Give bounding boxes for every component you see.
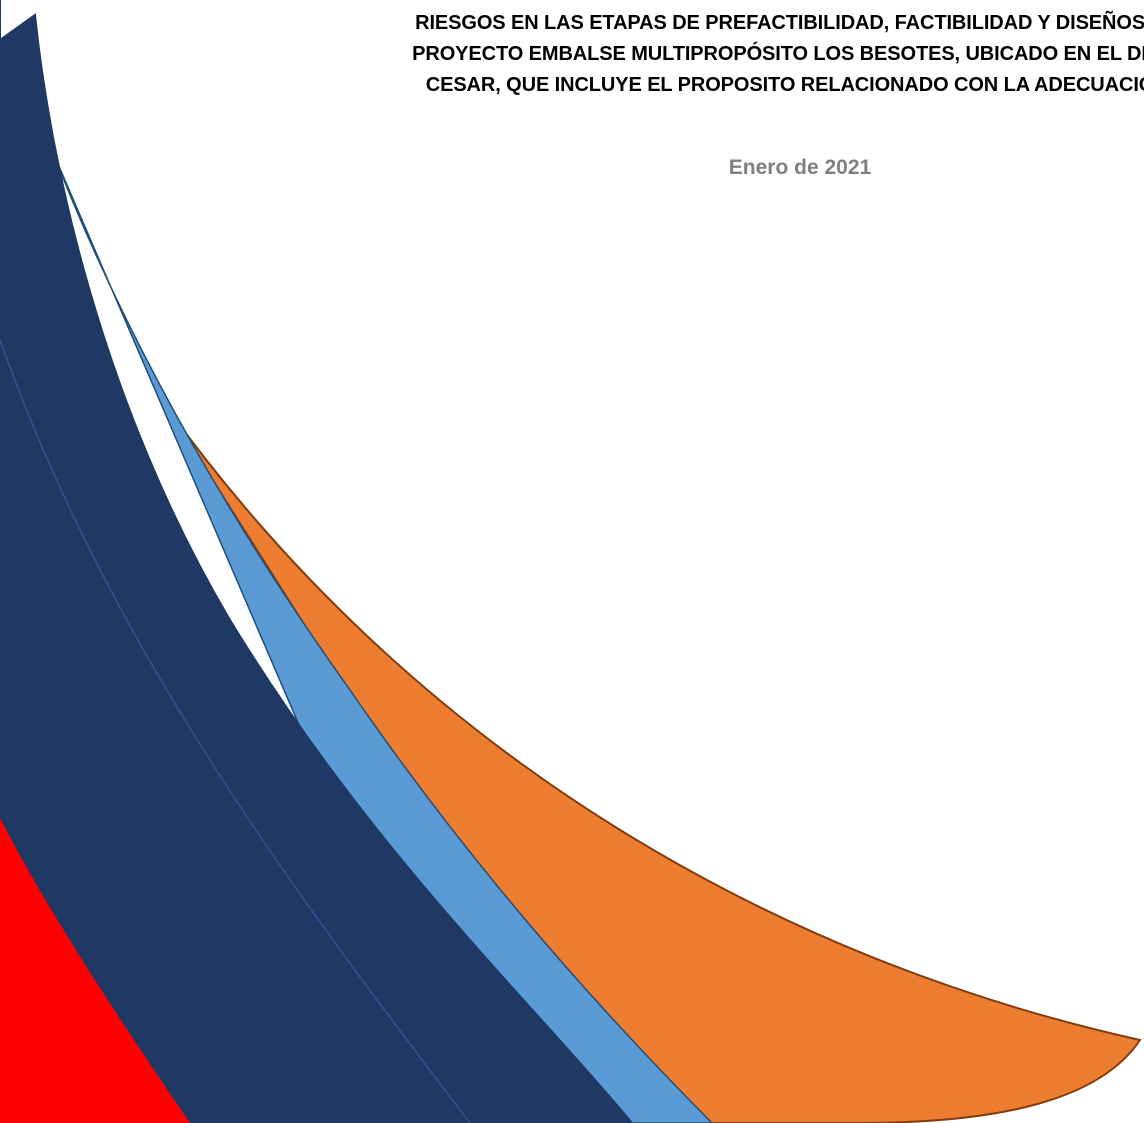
light-blue-band xyxy=(51,149,714,1123)
red-band xyxy=(0,818,190,1123)
document-date: Enero de 2021 xyxy=(728,156,872,179)
document-title: RIESGOS EN LAS ETAPAS DE PREFACTIBILIDAD… xyxy=(190,8,1144,101)
title-line-3: CESAR, QUE INCLUYE EL PROPOSITO RELACION… xyxy=(425,74,1144,96)
title-line-2: PROYECTO EMBALSE MULTIPROPÓSITO LOS BESO… xyxy=(412,43,1144,65)
navy-band xyxy=(0,0,634,1123)
navy-inner-line xyxy=(0,339,471,1123)
orange-band xyxy=(164,404,1142,1123)
title-line-1: RIESGOS EN LAS ETAPAS DE PREFACTIBILIDAD… xyxy=(415,12,1144,34)
